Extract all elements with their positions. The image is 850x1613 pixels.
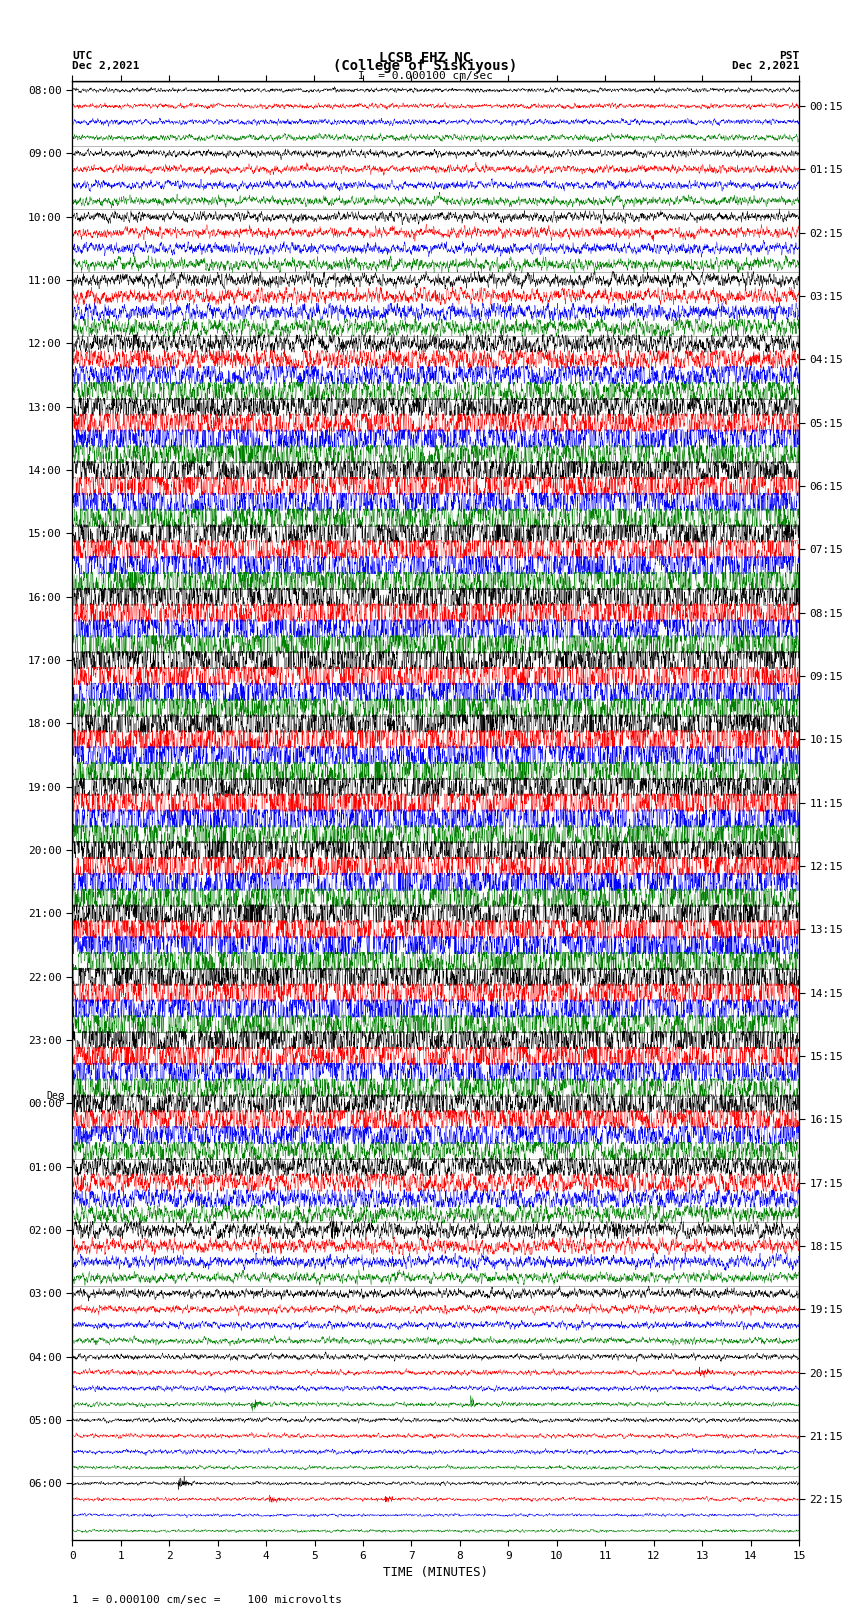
X-axis label: TIME (MINUTES): TIME (MINUTES) (383, 1566, 488, 1579)
Text: 3: 3 (58, 1094, 64, 1103)
Text: PST: PST (779, 52, 799, 61)
Text: Dec: Dec (46, 1090, 64, 1100)
Text: UTC: UTC (72, 52, 93, 61)
Text: 1  = 0.000100 cm/sec =    100 microvolts: 1 = 0.000100 cm/sec = 100 microvolts (72, 1595, 343, 1605)
Text: (College of Siskiyous): (College of Siskiyous) (333, 60, 517, 73)
Text: I  = 0.000100 cm/sec: I = 0.000100 cm/sec (358, 71, 492, 82)
Text: Dec 2,2021: Dec 2,2021 (732, 61, 799, 71)
Text: LCSB EHZ NC: LCSB EHZ NC (379, 52, 471, 65)
Text: Dec 2,2021: Dec 2,2021 (72, 61, 139, 71)
